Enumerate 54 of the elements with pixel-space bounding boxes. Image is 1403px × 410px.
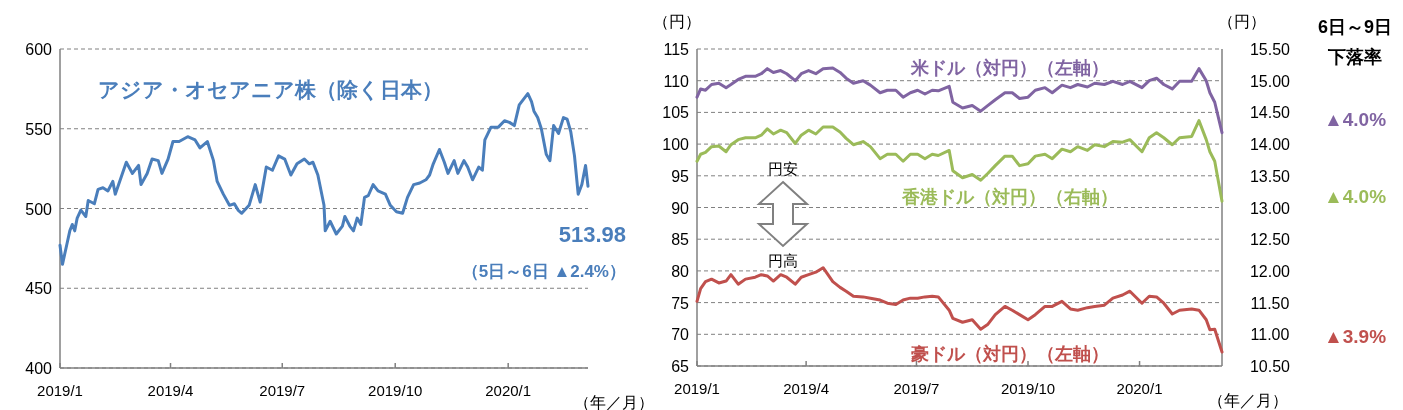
y2-tick-label: 12.50 (1249, 231, 1291, 249)
y-tick-label: 80 (671, 262, 690, 280)
series-label: 香港ドル（対円）（右軸） (901, 187, 1118, 207)
x-tick-label: 2019/4 (147, 382, 194, 399)
y2-tick-label: 15.50 (1249, 41, 1291, 58)
y-tick-label: 450 (25, 280, 53, 298)
x-axis-title: （年／月） (1208, 392, 1288, 409)
x-axis-title: （年／月） (574, 394, 654, 410)
text: ▲3.9% (1323, 326, 1387, 347)
y2-tick-label: 10.50 (1249, 358, 1291, 375)
y2-tick-label: 13.00 (1249, 199, 1291, 217)
y2-tick-label: 11.50 (1250, 294, 1290, 312)
x-tick-label: 2019/1 (674, 380, 720, 397)
x-tick-label: 2019/4 (783, 380, 830, 397)
y-tick-label: 65 (671, 358, 690, 375)
y-tick-label: 105 (662, 104, 690, 122)
y-tick-label: 85 (671, 231, 690, 249)
y-tick-label: 95 (671, 167, 690, 185)
text: 豪ドル（対円）（左軸） (910, 344, 1109, 364)
x-tick-label: 2019/1 (37, 382, 83, 399)
y-tick-label: 400 (25, 360, 53, 377)
series-label: 米ドル（対円）（左軸） (910, 58, 1109, 78)
data-label: 513.98 (558, 222, 626, 247)
x-tick-label: 2020/1 (1116, 380, 1163, 397)
x-tick-label: 2019/7 (259, 382, 306, 399)
y2-tick-label: 11.00 (1250, 326, 1290, 344)
y2-tick-label: 14.00 (1249, 136, 1291, 154)
y-tick-label: 550 (25, 120, 53, 138)
y2-tick-label: 15.00 (1249, 72, 1291, 90)
y-tick-label: 600 (25, 41, 53, 58)
annotation: （5日～6日 ▲2.4%） (461, 262, 626, 281)
y-tick-label: 110 (663, 72, 690, 90)
text: 下落率 (1327, 47, 1382, 67)
y-axis-title: （円） (653, 13, 701, 30)
y2-axis-title: （円） (1218, 13, 1266, 30)
y2-tick-label: 13.50 (1249, 167, 1291, 185)
text: ▲4.0% (1323, 109, 1387, 130)
text: ▲4.0% (1323, 186, 1387, 207)
y2-tick-label: 12.00 (1249, 262, 1291, 280)
x-tick-label: 2019/10 (1000, 380, 1056, 397)
text: 6日～9日 (1317, 17, 1393, 37)
annotation: 円安 (768, 160, 798, 177)
text: アジア・オセアニア株（除く日本） (97, 78, 443, 102)
y-tick-label: 90 (671, 199, 690, 217)
y-tick-label: 75 (671, 294, 690, 312)
annotation: 円高 (768, 252, 798, 269)
y-tick-label: 115 (663, 41, 690, 58)
y-tick-label: 70 (671, 326, 690, 344)
y-tick-label: 100 (662, 136, 690, 154)
y2-tick-label: 14.50 (1249, 104, 1291, 122)
x-tick-label: 2019/7 (893, 380, 940, 397)
y-tick-label: 500 (25, 200, 53, 218)
x-tick-label: 2020/1 (485, 382, 532, 399)
x-tick-label: 2019/10 (368, 382, 423, 399)
